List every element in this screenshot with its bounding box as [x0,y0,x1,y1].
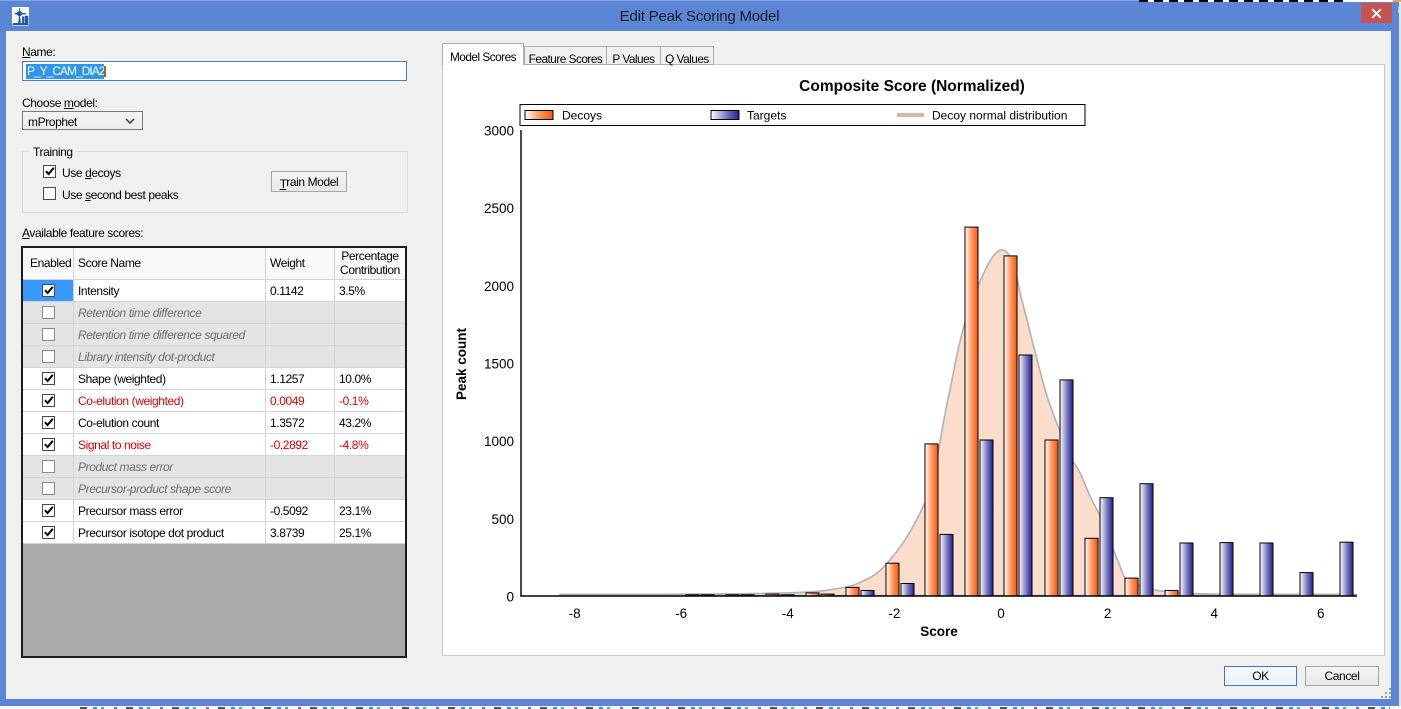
svg-text:-6: -6 [675,606,687,621]
svg-text:-2: -2 [888,606,900,621]
svg-text:6: 6 [1317,606,1325,621]
svg-text:Targets: Targets [747,109,786,123]
svg-text:0: 0 [997,606,1005,621]
svg-text:-4: -4 [782,606,794,621]
svg-text:4: 4 [1210,606,1218,621]
svg-text:500: 500 [491,512,514,527]
svg-text:3000: 3000 [484,124,514,139]
svg-text:Decoy normal distribution: Decoy normal distribution [932,109,1067,123]
svg-text:Composite Score (Normalized): Composite Score (Normalized) [799,78,1025,95]
svg-text:Decoys: Decoys [562,109,602,123]
svg-text:2: 2 [1104,606,1112,621]
svg-text:Score: Score [920,624,958,639]
svg-text:1000: 1000 [484,434,514,449]
svg-text:0: 0 [506,590,514,605]
svg-text:2500: 2500 [484,201,514,216]
svg-text:2000: 2000 [484,279,514,294]
svg-text:Peak count: Peak count [454,327,469,400]
svg-text:-8: -8 [569,606,581,621]
svg-text:1500: 1500 [484,357,514,372]
